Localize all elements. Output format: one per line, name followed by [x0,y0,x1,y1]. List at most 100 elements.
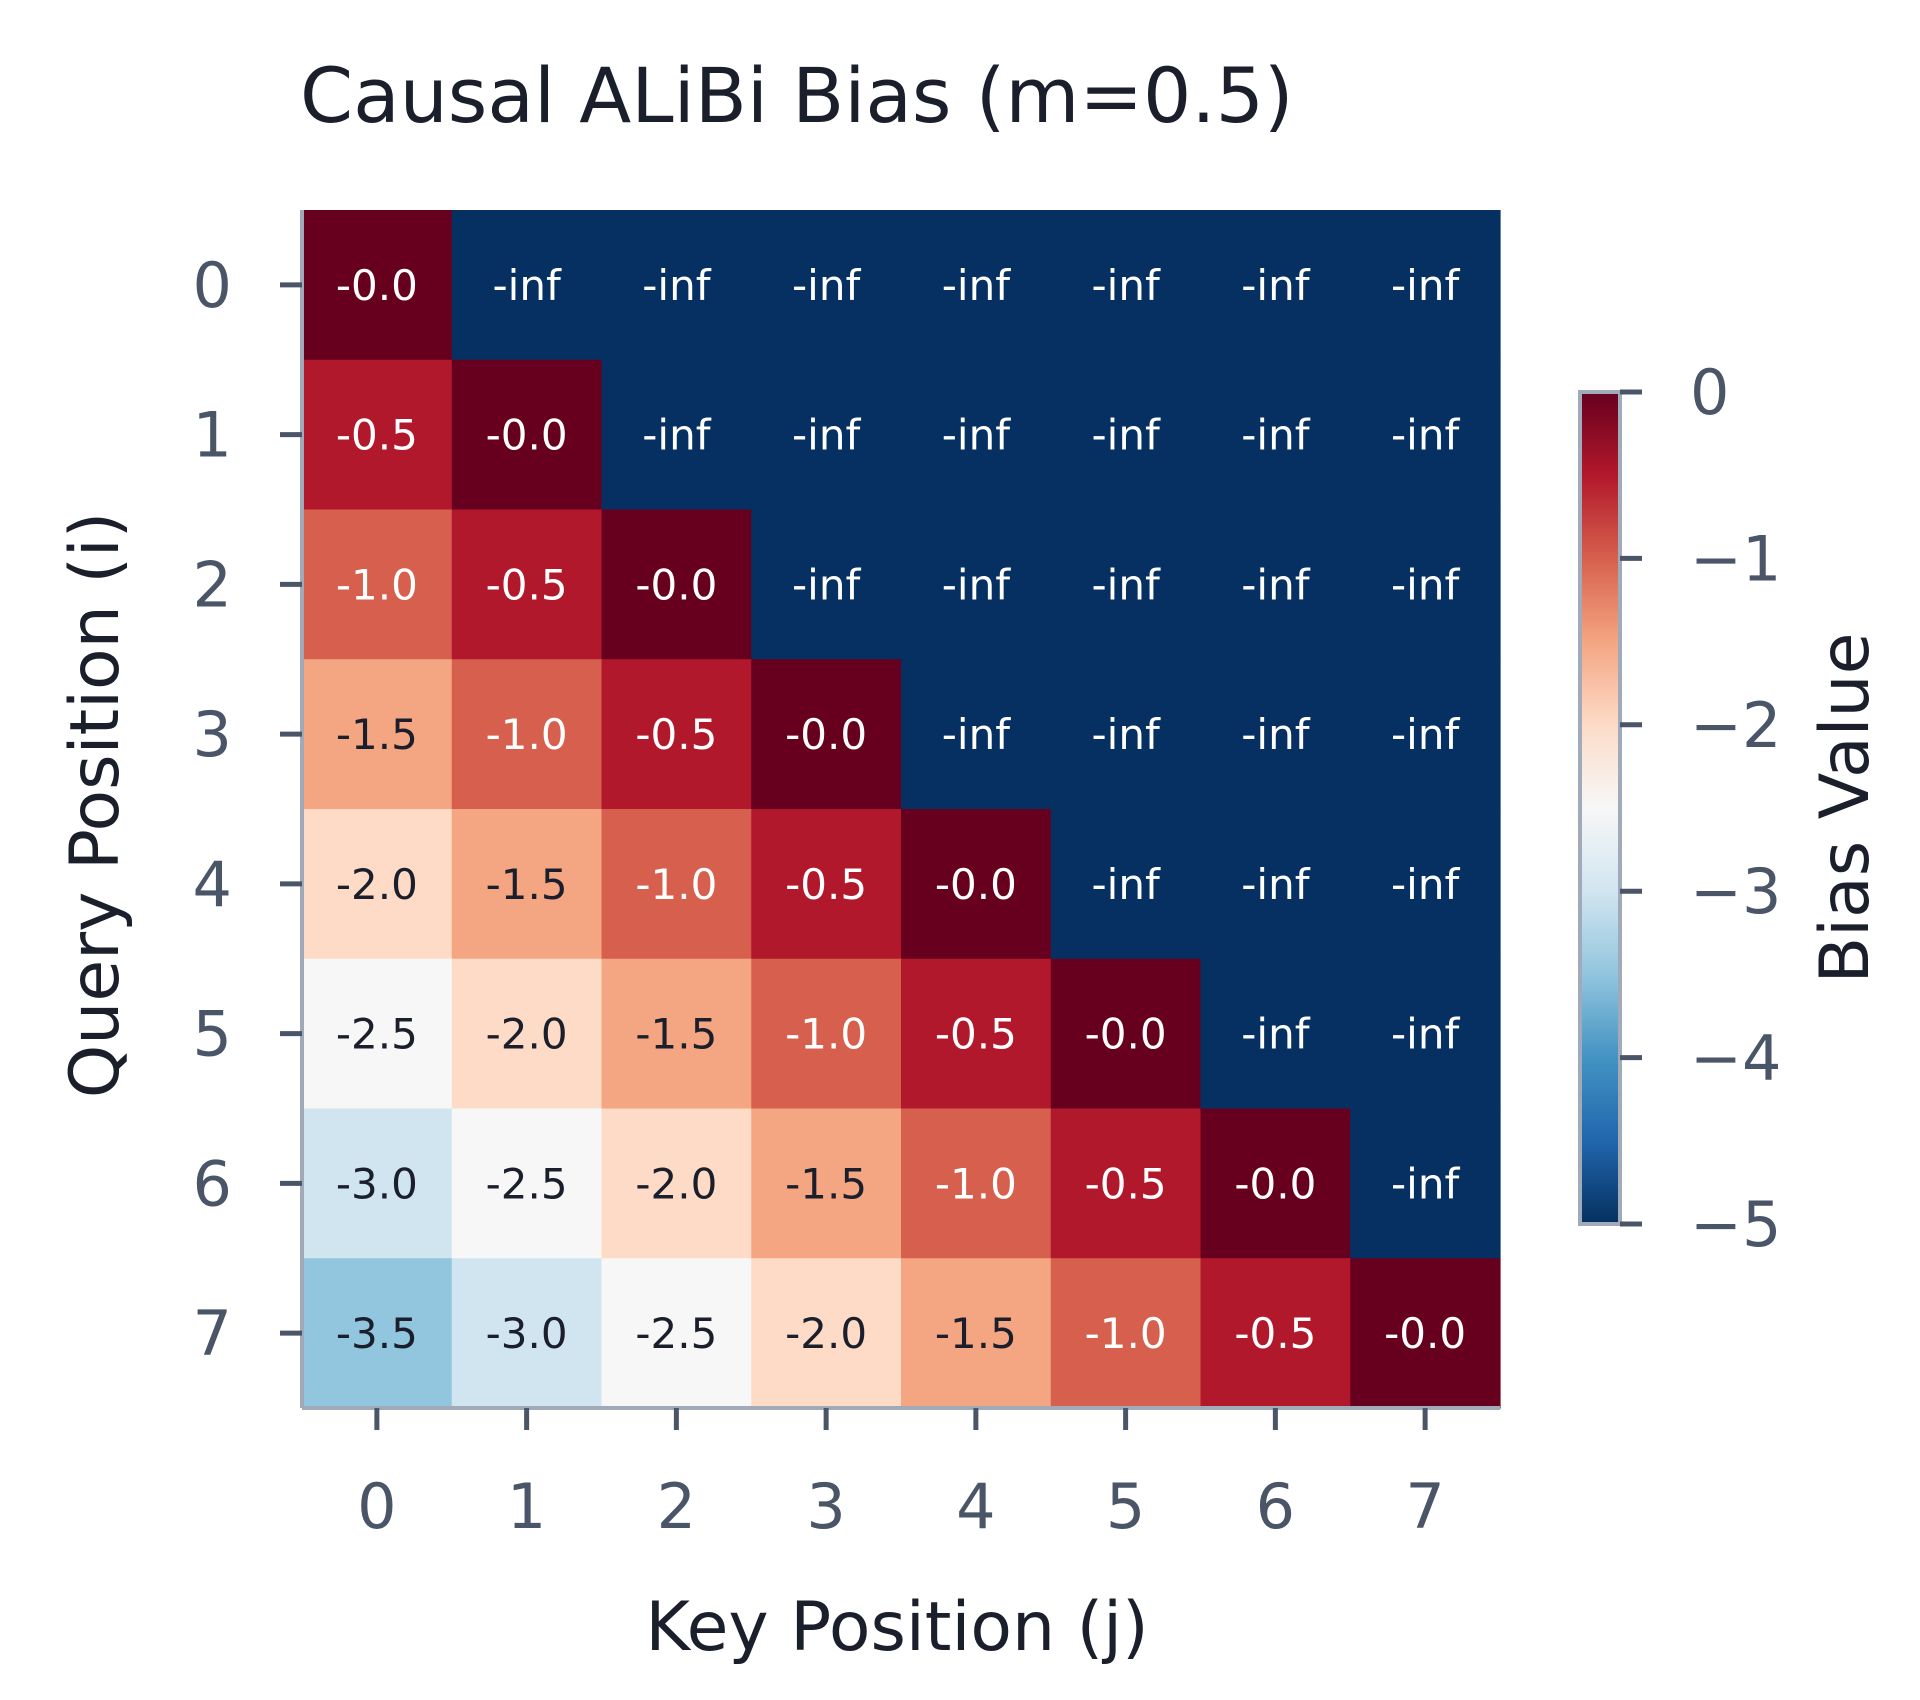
heatmap-cell [901,659,1052,810]
cell-value-label: -0.0 [935,860,1017,909]
heatmap-cell [302,509,453,660]
heatmap-cell [451,509,603,660]
heatmap-cell [451,809,603,960]
cell-value-label: -inf [1241,710,1310,759]
heatmap-cell [751,1108,902,1259]
cell-value-label: -inf [792,411,861,460]
cell-value-label: -0.0 [1384,1309,1466,1358]
x-tick-label: 2 [657,1470,696,1543]
cell-value-label: -0.0 [635,560,717,609]
y-tick-label: 1 [193,399,232,472]
cell-value-label: -1.0 [935,1159,1017,1208]
heatmap-cell [601,958,752,1110]
cell-value-label: -0.0 [1085,1010,1167,1059]
heatmap-cell [451,1258,603,1409]
cell-value-label: -inf [1391,261,1460,310]
heatmap-cell [751,1258,902,1409]
heatmap-cell [1050,809,1202,960]
heatmap-cell [451,359,603,511]
chart-title: Causal ALiBi Bias (m=0.5) [300,51,1294,140]
heatmap-cell [601,509,752,660]
cell-value-label: -1.5 [486,860,568,909]
y-tick-label: 2 [193,548,232,621]
cell-value-label: -3.0 [336,1159,418,1208]
cell-value-label: -inf [642,411,711,460]
cell-value-label: -inf [1241,1010,1310,1059]
y-tick-label: 6 [193,1147,232,1220]
cell-value-label: -2.0 [486,1010,568,1059]
cell-value-label: -0.5 [635,710,717,759]
cell-value-label: -0.5 [1234,1309,1316,1358]
cell-value-label: -1.0 [486,710,568,759]
cell-value-label: -0.5 [336,411,418,460]
x-axis-label: Key Position (j) [645,1588,1148,1667]
cell-value-label: -0.0 [1234,1159,1316,1208]
heatmap-cell [1350,359,1501,511]
heatmap-cell [1200,958,1351,1110]
colorbar-tick-label: −5 [1690,1188,1781,1261]
heatmap-cell [1050,1258,1202,1409]
cell-value-label: -0.0 [336,261,418,310]
heatmap-cell [1200,359,1351,511]
heatmap-cell [1200,1258,1351,1409]
heatmap-cell [1050,359,1202,511]
cell-value-label: -inf [1241,261,1310,310]
cell-value-label: -0.5 [1085,1159,1167,1208]
heatmap-cell [751,809,902,960]
y-tick-label: 7 [193,1297,232,1370]
cell-value-label: -2.0 [635,1159,717,1208]
cell-value-label: -2.0 [785,1309,867,1358]
heatmap-cell [1200,1108,1351,1259]
cell-value-label: -1.5 [935,1309,1017,1358]
cell-value-label: -inf [792,560,861,609]
heatmap-cell [901,359,1052,511]
heatmap-cell [751,659,902,810]
heatmap-cell [901,210,1052,361]
heatmap-cell [302,809,453,960]
heatmap-cell [601,659,752,810]
heatmap-cell [1350,210,1501,361]
heatmap-cell [1200,659,1351,810]
heatmap-cell [601,1108,752,1259]
colorbar-tick-label: −3 [1690,855,1781,928]
cell-value-label: -inf [1241,860,1310,909]
heatmap-cell [901,509,1052,660]
heatmap-cell [1350,809,1501,960]
cell-value-label: -1.0 [1085,1309,1167,1358]
cell-value-label: -inf [792,261,861,310]
cell-value-label: -inf [1092,261,1161,310]
cell-value-label: -2.0 [336,860,418,909]
cell-value-label: -0.0 [785,710,867,759]
heatmap-cell [1350,958,1501,1110]
heatmap-cell [302,210,453,361]
heatmap-cell [451,659,603,810]
colorbar-tick-label: 0 [1690,356,1729,429]
heatmap-cell [451,1108,603,1259]
colorbar-tick-label: −1 [1690,522,1781,595]
x-tick-label: 3 [806,1470,845,1543]
heatmap-cell [1350,659,1501,810]
cell-value-label: -0.5 [486,560,568,609]
cell-value-label: -inf [942,560,1011,609]
heatmap-cell [302,1108,453,1259]
heatmap-cell [302,958,453,1110]
heatmap-cell [1050,659,1202,810]
cell-value-label: -inf [642,261,711,310]
cell-value-label: -inf [1391,411,1460,460]
x-tick-label: 0 [357,1470,396,1543]
heatmap-cell [1200,809,1351,960]
heatmap-cell [451,958,603,1110]
x-tick-label: 1 [507,1470,546,1543]
heatmap-cell [1200,509,1351,660]
cell-value-label: -2.5 [635,1309,717,1358]
cell-value-label: -inf [1092,560,1161,609]
heatmap-cell [751,958,902,1110]
heatmap-cell [302,1258,453,1409]
heatmap-cell [1350,1258,1501,1409]
heatmap-cell [901,1258,1052,1409]
cell-value-label: -inf [1391,1159,1460,1208]
heatmap-cell [1050,958,1202,1110]
x-tick-label: 5 [1106,1470,1145,1543]
colorbar-gradient [1578,390,1622,1226]
cell-value-label: -2.5 [486,1159,568,1208]
